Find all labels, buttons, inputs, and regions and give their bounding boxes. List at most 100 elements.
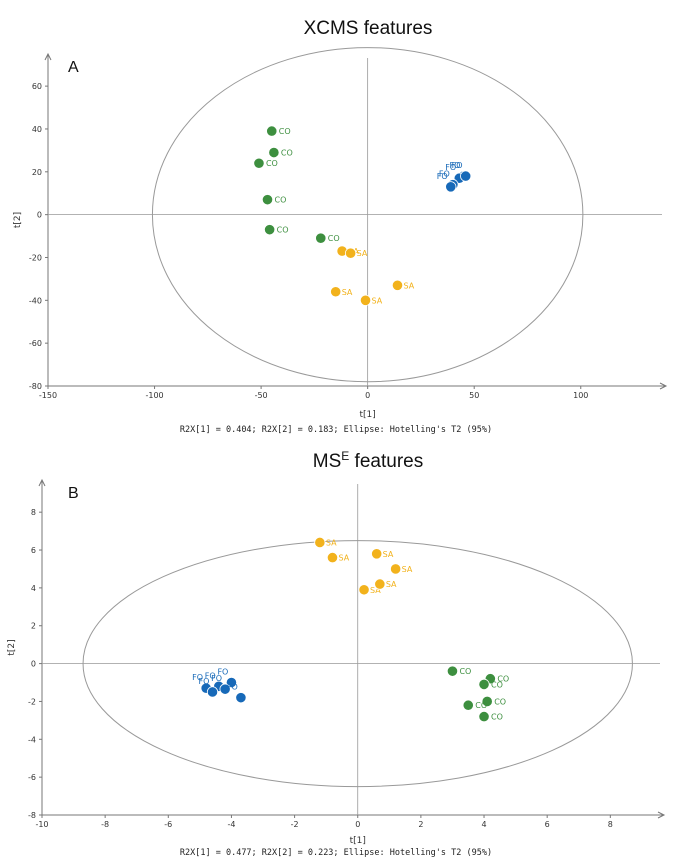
- pb-hotelling-ellipse: [82, 540, 633, 788]
- pb-point-label-co: CO: [475, 701, 487, 710]
- pb-x-tick-label: 4: [481, 820, 486, 829]
- pa-x-axis-arrow: [659, 382, 668, 390]
- panel-b-label: B: [68, 485, 79, 502]
- pa-y-tick-label: -60: [29, 339, 42, 348]
- pa-point-sa: [330, 286, 342, 298]
- pb-y-tick-label: 8: [31, 508, 36, 517]
- pa-point-label-sa: SA: [342, 288, 353, 297]
- pb-point-fo: [219, 683, 231, 695]
- pb-point-label-co: CO: [491, 713, 503, 722]
- pa-point-co: [264, 224, 276, 236]
- pa-y-tick-label: 40: [32, 125, 42, 134]
- pb-point-label-fo: FO: [198, 677, 209, 686]
- pb-x-tick-label: -6: [164, 820, 172, 829]
- pa-point-label-fo: FO: [450, 161, 461, 170]
- pb-point-co: [481, 695, 493, 708]
- pa-point-co: [268, 146, 280, 159]
- pa-y-axis-label: t[2]: [13, 212, 23, 228]
- panel-b-title-superscript: E: [341, 449, 349, 463]
- pb-point-sa: [326, 551, 339, 564]
- pb-y-tick-label: -4: [28, 735, 36, 744]
- pb-point-label-co: CO: [497, 675, 509, 684]
- pa-point-co: [315, 232, 327, 244]
- pb-x-tick-label: 2: [418, 820, 423, 829]
- pb-y-tick-label: -2: [28, 697, 36, 706]
- pa-y-tick-label: -40: [29, 296, 42, 305]
- pb-point-co: [478, 710, 490, 723]
- pa-point-label-fo: FO: [439, 170, 450, 179]
- pb-y-tick-label: 0: [31, 660, 36, 669]
- pb-x-tick-label: -2: [291, 820, 299, 829]
- pa-point-label-sa: SA: [372, 296, 383, 305]
- pb-point-label-co: CO: [494, 697, 506, 706]
- pb-point-fo: [235, 692, 247, 704]
- panel-b-title-main: MS: [313, 451, 342, 472]
- pa-point-fo: [460, 170, 472, 182]
- pb-y-tick-label: -8: [28, 811, 36, 820]
- pa-x-tick-label: 50: [469, 391, 479, 400]
- pb-x-axis-arrow: [657, 811, 666, 819]
- pb-point-label-sa: SA: [338, 554, 349, 563]
- pa-point-label-fo: FO: [452, 161, 463, 170]
- pb-y-tick-label: 4: [31, 584, 36, 593]
- pb-point-label-fo: FO: [205, 671, 216, 680]
- pa-point-co: [261, 194, 274, 206]
- pb-point-label-fo: FO: [192, 673, 203, 682]
- pa-x-tick-label: -150: [39, 391, 57, 400]
- pb-x-tick-label: 0: [355, 820, 360, 829]
- pa-point-sa: [345, 247, 357, 259]
- pb-x-tick-label: 6: [545, 820, 550, 829]
- pa-point-label-co: CO: [328, 234, 340, 243]
- pb-point-sa: [371, 548, 383, 560]
- pa-footer-stats: R2X[1] = 0.404; R2X[2] = 0.183; Ellipse:…: [180, 425, 492, 435]
- pa-x-tick-label: -100: [145, 391, 163, 400]
- panel-a-chart: XCMS features A -150 -100 -50 0 50 100 -80 -60 -…: [13, 18, 668, 435]
- pb-x-tick-label: -10: [35, 820, 48, 829]
- pb-point-label-sa: SA: [402, 565, 413, 574]
- pa-point-label-co: CO: [279, 127, 291, 136]
- pa-y-tick-label: -20: [29, 253, 42, 262]
- pb-point-sa: [358, 584, 370, 596]
- pa-y-axis-arrow: [44, 52, 52, 61]
- pb-point-label-sa: SA: [326, 538, 337, 547]
- pb-point-co: [462, 699, 474, 711]
- pa-y-tick-label: 60: [32, 82, 42, 91]
- panel-a-label: A: [68, 59, 79, 76]
- pa-x-tick-label: 100: [573, 391, 588, 400]
- pa-y-tick-label: 0: [37, 211, 42, 220]
- pb-footer-stats: R2X[1] = 0.477; R2X[2] = 0.223; Ellipse:…: [180, 848, 492, 858]
- pb-y-axis-arrow: [38, 478, 46, 487]
- panel-b-chart: MSE features B -10 -8 -6 -4 -2 0 2 4 6 8-8-6-4-20…: [7, 449, 666, 858]
- pa-point-label-fo: FO: [445, 163, 456, 172]
- pa-point-fo: [445, 181, 457, 193]
- pb-point-label-co: CO: [459, 667, 471, 676]
- pa-point-co: [253, 157, 265, 169]
- pb-y-axis-label: t[2]: [7, 639, 17, 655]
- pa-point-label-co: CO: [277, 226, 289, 235]
- pb-x-tick-label: -8: [101, 820, 109, 829]
- pa-point-label-sa: SA: [403, 281, 414, 290]
- pa-y-tick-label: 20: [32, 168, 42, 177]
- pb-y-tick-label: 2: [31, 622, 36, 631]
- pb-point-sa: [374, 578, 386, 590]
- pb-point-label-sa: SA: [370, 586, 381, 595]
- pb-y-tick-label: -6: [28, 773, 36, 782]
- pb-point-co: [446, 665, 459, 677]
- pb-y-tick-label: 6: [31, 546, 36, 555]
- pa-hotelling-ellipse: [151, 47, 584, 383]
- pa-y-tick-label: -80: [29, 382, 42, 391]
- pa-point-sa: [359, 294, 372, 306]
- pb-point-sa: [314, 536, 326, 549]
- pa-point-sa: [391, 279, 404, 291]
- pb-point-co: [478, 678, 490, 691]
- panel-b-title-suffix: features: [349, 451, 423, 472]
- pa-point-label-sa: SA: [357, 249, 368, 258]
- pa-x-tick-label: 0: [365, 391, 370, 400]
- pb-point-label-fo: FO: [227, 683, 238, 692]
- pb-point-label-co: CO: [491, 680, 503, 689]
- pa-point-label-co: CO: [274, 196, 286, 205]
- pb-x-axis-label: t[1]: [350, 836, 366, 846]
- panel-b-title: MSE features: [313, 449, 423, 472]
- pa-point-label-co: CO: [281, 149, 293, 158]
- pb-point-label-fo: FO: [217, 668, 228, 677]
